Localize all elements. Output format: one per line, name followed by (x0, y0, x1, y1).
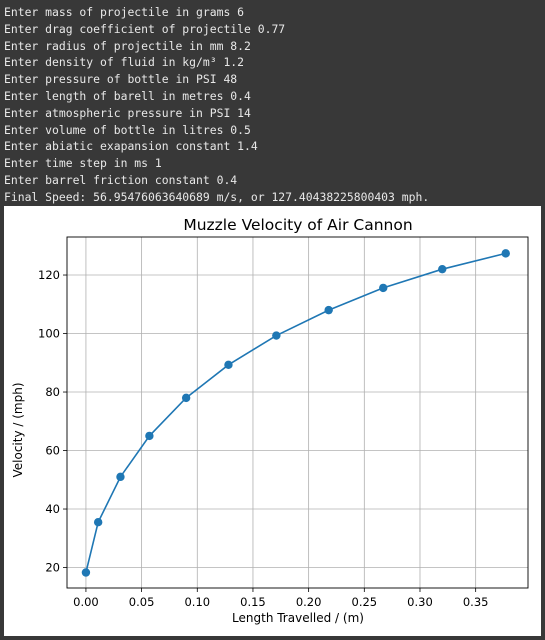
plot-output: Muzzle Velocity of Air Cannon Length Tra… (4, 206, 541, 636)
console-line: Enter barrel friction constant 0.4 (4, 172, 238, 187)
console-line: Enter density of fluid in kg/m³ 1.2 (4, 55, 245, 70)
data-point (272, 331, 281, 340)
data-point (379, 283, 388, 293)
y-tick-label: 40 (45, 502, 60, 516)
console-line: Enter mass of projectile in grams 6 (4, 5, 245, 19)
console-line: Enter length of barell in metres 0.4 (4, 88, 251, 103)
console-line: Enter abiatic exapansion constant 1.4 (4, 139, 258, 154)
console-line: Final Speed: 56.95476063640689 m/s, or 1… (4, 189, 430, 204)
velocity-chart: Muzzle Velocity of Air Cannon Length Tra… (11, 216, 529, 625)
y-axis-label: Velocity / (mph) (11, 382, 25, 477)
data-point (145, 431, 154, 441)
data-point (324, 305, 333, 315)
x-tick-label: 0.15 (240, 595, 266, 609)
x-tick-label: 0.35 (463, 595, 489, 609)
console-line: Enter time step in ms 1 (4, 156, 162, 171)
x-tick-label: 0.20 (296, 595, 322, 609)
y-tick-label: 20 (45, 561, 60, 575)
y-tick-label: 80 (45, 385, 60, 399)
y-tick-label: 100 (38, 327, 60, 341)
y-tick-label: 60 (45, 444, 60, 458)
data-point (81, 568, 91, 577)
y-tick-label: 120 (38, 268, 60, 282)
x-tick-label: 0.10 (184, 595, 210, 609)
x-tick-label: 0.30 (407, 595, 433, 609)
plot-area-border (66, 236, 529, 589)
x-axis-label: Length Travelled / (m) (232, 611, 364, 625)
data-point (116, 472, 125, 482)
x-tick-label: 0.05 (129, 595, 155, 609)
console-line: Enter radius of projectile in mm 8.2 (4, 38, 251, 53)
data-point (438, 264, 447, 274)
data-point (224, 360, 233, 370)
console-line: Enter pressure of bottle in PSI 48 (4, 72, 238, 87)
data-point (501, 249, 510, 258)
data-point (93, 517, 103, 527)
data-point (181, 393, 191, 403)
console-line: Enter atmospheric pressure in PSI 14 (4, 105, 251, 120)
grid-lines (67, 237, 528, 588)
console-line: Enter volume of bottle in litres 0.5 (4, 122, 251, 137)
x-tick-label: 0.25 (352, 595, 378, 609)
x-tick-label: 0.00 (73, 595, 99, 609)
series-line (85, 252, 506, 573)
console-line: Enter drag coefficient of projectile 0.7… (4, 21, 286, 36)
chart-title: Muzzle Velocity of Air Cannon (183, 216, 412, 234)
console-output: Enter mass of projectile in grams 6 Enter… (0, 0, 545, 206)
